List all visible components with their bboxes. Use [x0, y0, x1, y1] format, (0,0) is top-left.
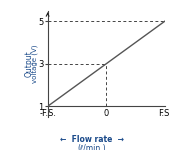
Text: Output: Output [24, 50, 33, 77]
Text: (ℓ/min.): (ℓ/min.) [78, 144, 106, 150]
Text: ←  Flow rate  →: ← Flow rate → [60, 135, 124, 144]
Text: voltage (V): voltage (V) [31, 45, 38, 83]
Text: Output: Output [104, 113, 109, 114]
